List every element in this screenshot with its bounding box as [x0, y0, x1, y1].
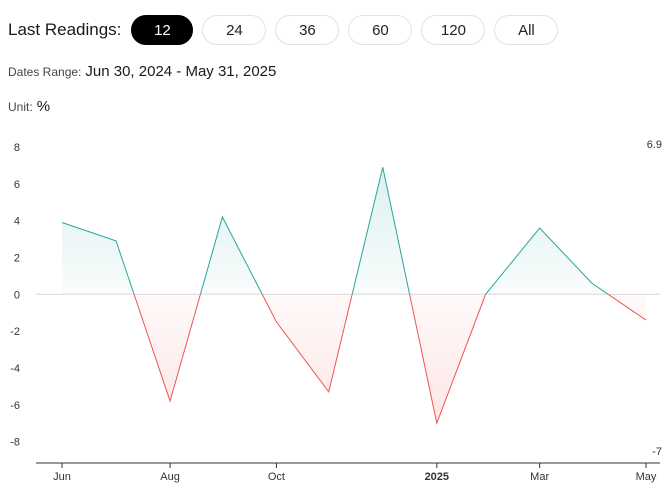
y-tick-label: -2 — [10, 326, 20, 338]
readings-36-button[interactable]: 36 — [275, 15, 340, 45]
readings-label: Last Readings: — [8, 20, 122, 39]
y-tick-label: 2 — [14, 252, 20, 264]
series-lines — [61, 167, 647, 425]
unit-row: Unit:% — [8, 98, 50, 115]
readings-60-button[interactable]: 60 — [348, 15, 413, 45]
dates-range: Dates Range: Jun 30, 2024 - May 31, 2025 — [8, 63, 276, 80]
x-axis: Jun Aug Oct 2025 Mar May — [53, 463, 657, 483]
unit-value: % — [36, 98, 51, 115]
y-tick-label: 0 — [14, 289, 20, 301]
y-tick-label: 8 — [14, 142, 20, 154]
positive-area — [62, 167, 646, 295]
unit-label: Unit: — [8, 100, 33, 114]
dates-range-value: Jun 30, 2024 - May 31, 2025 — [85, 63, 277, 80]
series-line-positive — [61, 167, 610, 295]
y-tick-label: -4 — [10, 363, 20, 375]
readings-chart: 8 6 4 2 0 -2 -4 -6 -8 Jun Aug Oct 2025 Mar May 6.9 -7 — [10, 139, 662, 483]
dates-range-label: Dates Range: — [8, 65, 82, 79]
readings-toolbar: Last Readings: 12 24 36 60 120 All — [8, 14, 567, 46]
readings-12-button[interactable]: 12 — [131, 15, 194, 45]
x-tick-label: Mar — [530, 471, 549, 483]
series-line-negative — [133, 294, 647, 425]
y-tick-label: 6 — [14, 179, 20, 191]
y-tick-label: 4 — [14, 216, 20, 228]
x-tick-label: 2025 — [425, 471, 449, 483]
max-value-label: 6.9 — [647, 139, 662, 151]
readings-all-button[interactable]: All — [494, 15, 559, 45]
readings-24-button[interactable]: 24 — [202, 15, 267, 45]
readings-120-button[interactable]: 120 — [421, 15, 486, 45]
series-areas — [62, 167, 646, 424]
x-tick-label: May — [636, 471, 657, 483]
x-tick-label: Jun — [53, 471, 71, 483]
x-tick-label: Aug — [160, 471, 180, 483]
negative-area — [134, 294, 646, 424]
y-axis: 8 6 4 2 0 -2 -4 -6 -8 — [10, 142, 20, 449]
y-tick-label: -8 — [10, 437, 20, 449]
x-tick-label: Oct — [268, 471, 285, 483]
min-value-label: -7 — [652, 446, 662, 458]
y-tick-label: -6 — [10, 400, 20, 412]
